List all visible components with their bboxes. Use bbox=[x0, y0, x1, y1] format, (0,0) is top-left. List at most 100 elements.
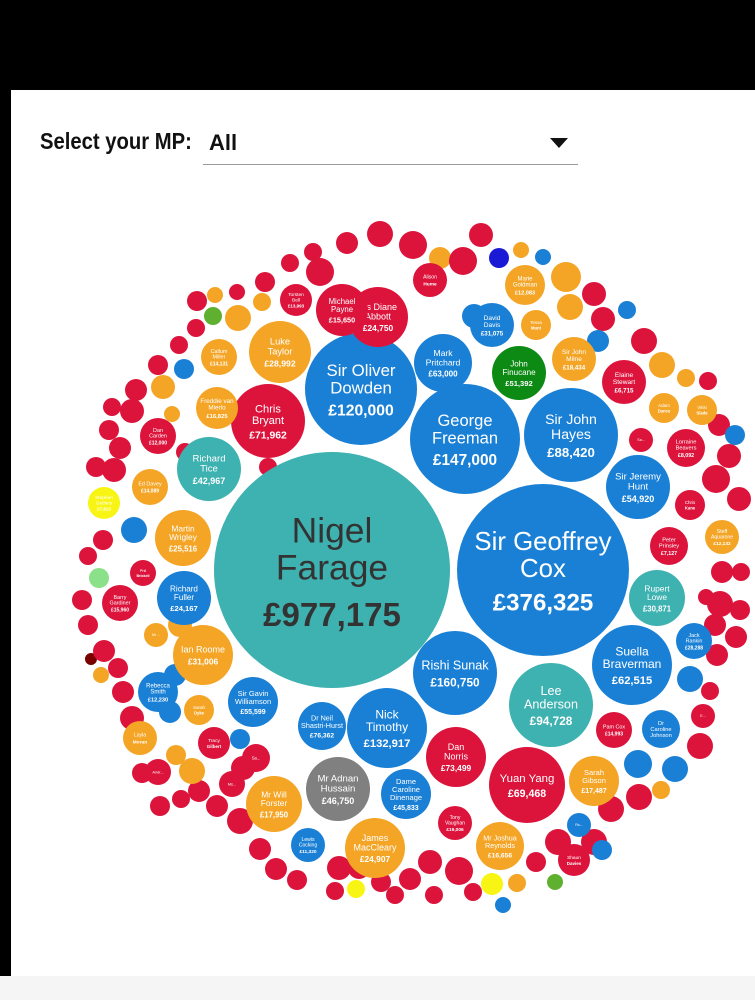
bubble-mp[interactable]: Ed Davey£14,089 bbox=[132, 469, 168, 505]
bubble[interactable] bbox=[618, 301, 636, 319]
bubble[interactable] bbox=[702, 465, 730, 493]
bubble[interactable] bbox=[717, 444, 741, 468]
bubble[interactable] bbox=[425, 886, 443, 904]
bubble[interactable] bbox=[698, 589, 714, 605]
bubble[interactable] bbox=[174, 359, 194, 379]
bubble[interactable] bbox=[227, 808, 253, 834]
bubble[interactable] bbox=[287, 870, 307, 890]
bubble[interactable] bbox=[469, 223, 493, 247]
bubble-mp[interactable]: Yuan Yang £69,468 bbox=[489, 747, 565, 823]
bubble[interactable] bbox=[587, 330, 609, 352]
bubble[interactable] bbox=[464, 883, 482, 901]
bubble[interactable] bbox=[207, 287, 223, 303]
bubble[interactable] bbox=[102, 458, 126, 482]
bubble[interactable] bbox=[662, 756, 688, 782]
bubble-mp[interactable]: E... bbox=[691, 704, 715, 728]
bubble[interactable] bbox=[445, 857, 473, 885]
bubble[interactable] bbox=[592, 840, 612, 860]
bubble[interactable] bbox=[93, 640, 115, 662]
bubble[interactable] bbox=[188, 780, 210, 802]
mp-select-dropdown[interactable]: All bbox=[203, 122, 578, 165]
bubble[interactable] bbox=[170, 336, 188, 354]
bubble-mp[interactable]: Ro... bbox=[567, 813, 591, 837]
bubble[interactable] bbox=[326, 882, 344, 900]
bubble[interactable] bbox=[109, 437, 131, 459]
bubble[interactable] bbox=[225, 305, 251, 331]
bubble[interactable] bbox=[429, 247, 451, 269]
bubble[interactable] bbox=[513, 242, 529, 258]
bubble[interactable] bbox=[591, 307, 615, 331]
bubble[interactable] bbox=[230, 729, 250, 749]
bubble[interactable] bbox=[103, 398, 121, 416]
bubble[interactable] bbox=[306, 258, 334, 286]
bubble[interactable] bbox=[265, 858, 287, 880]
bubble[interactable] bbox=[93, 530, 113, 550]
bubble[interactable] bbox=[179, 758, 205, 784]
bubble[interactable] bbox=[255, 272, 275, 292]
bubble[interactable] bbox=[418, 850, 442, 874]
bubble[interactable] bbox=[253, 293, 271, 311]
bubble[interactable] bbox=[631, 328, 657, 354]
bubble-mp[interactable]: Mr ... bbox=[144, 623, 168, 647]
bubble[interactable] bbox=[481, 873, 503, 895]
bubble[interactable] bbox=[172, 790, 190, 808]
bubble[interactable] bbox=[687, 733, 713, 759]
bubble-mp[interactable]: Ian Roome £31,006 bbox=[173, 625, 233, 685]
bubble-mp[interactable]: Ms... bbox=[219, 771, 245, 797]
bubble[interactable] bbox=[495, 897, 511, 913]
bubble[interactable] bbox=[150, 796, 170, 816]
bubble[interactable] bbox=[386, 886, 404, 904]
bubble[interactable] bbox=[148, 355, 168, 375]
bubble[interactable] bbox=[706, 644, 728, 666]
bubble-mp[interactable]: Sa... bbox=[629, 428, 653, 452]
bubble[interactable] bbox=[508, 874, 526, 892]
bubble[interactable] bbox=[732, 563, 750, 581]
bubble[interactable] bbox=[399, 231, 427, 259]
bubble[interactable] bbox=[281, 254, 299, 272]
bubble[interactable] bbox=[164, 406, 180, 422]
bubble-mp[interactable]: Rishi Sunak £160,750 bbox=[413, 631, 497, 715]
bubble[interactable] bbox=[120, 399, 144, 423]
bubble[interactable] bbox=[347, 880, 365, 898]
bubble[interactable] bbox=[547, 874, 563, 890]
bubble[interactable] bbox=[93, 667, 109, 683]
bubble[interactable] bbox=[399, 868, 421, 890]
bubble[interactable] bbox=[489, 248, 509, 268]
bubble[interactable] bbox=[166, 745, 186, 765]
bubble[interactable] bbox=[557, 294, 583, 320]
bubble[interactable] bbox=[304, 243, 322, 261]
bubble[interactable] bbox=[336, 232, 358, 254]
bubble[interactable] bbox=[187, 291, 207, 311]
